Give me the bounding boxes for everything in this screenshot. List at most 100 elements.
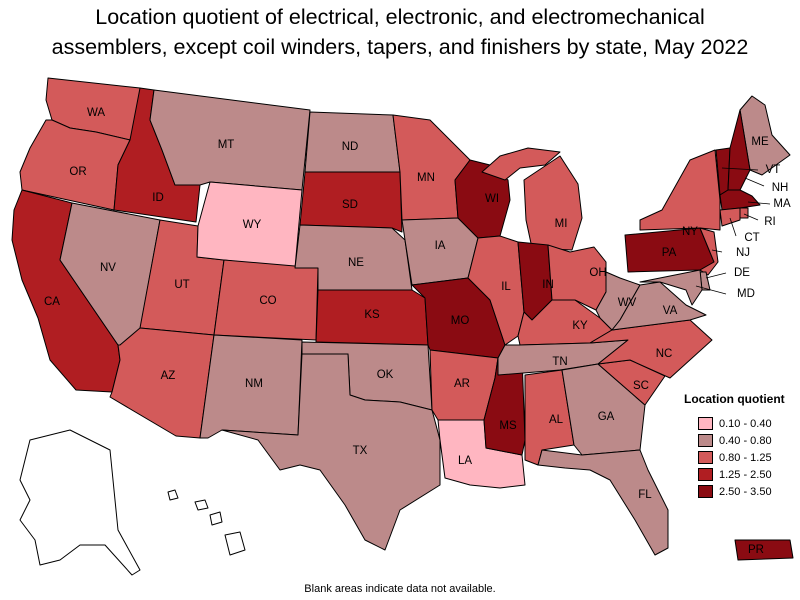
state-ri	[739, 207, 749, 219]
legend-title: Location quotient	[684, 392, 785, 406]
state-ak	[19, 429, 141, 576]
legend-item: 2.50 - 3.50	[684, 483, 799, 500]
legend-item: 1.25 - 2.50	[684, 466, 799, 483]
legend-swatch	[698, 434, 713, 447]
state-label-ca: CA	[44, 296, 60, 308]
legend-label: 0.40 - 0.80	[719, 434, 772, 447]
state-label-ne: NE	[348, 257, 364, 269]
state-ny	[639, 149, 721, 231]
state-labels: WA OR CA ID NV UT AZ MT WY CO NM ND SD NE KS OK TX MN IA MO…	[44, 107, 791, 556]
state-label-ct: CT	[744, 232, 759, 244]
state-label-de: DE	[734, 267, 750, 279]
leader-line-ct	[729, 217, 737, 237]
leader-line-nh	[744, 177, 765, 187]
state-label-sc: SC	[633, 380, 649, 392]
state-label-vt: VT	[766, 164, 781, 176]
legend-item: 0.80 - 1.25	[684, 449, 799, 466]
state-label-wa: WA	[87, 107, 105, 119]
state-label-tn: TN	[552, 356, 567, 368]
state-hi	[167, 489, 179, 501]
state-label-co: CO	[259, 295, 276, 307]
state-label-wv: WV	[618, 297, 637, 309]
state-label-wi: WI	[485, 193, 499, 205]
state-label-pr: PR	[748, 544, 764, 556]
title-line-1: Location quotient of electrical, electro…	[95, 5, 705, 29]
leader-line-ri	[743, 213, 759, 221]
state-label-nc: NC	[656, 348, 673, 360]
state-label-ar: AR	[454, 378, 470, 390]
state-ms	[483, 354, 526, 456]
state-label-nj: NJ	[736, 247, 750, 259]
state-label-wy: WY	[243, 219, 262, 231]
legend-rows: 0.10 - 0.40 0.40 - 0.80 0.80 - 1.25 1.25 - …	[684, 415, 799, 500]
state-ma	[719, 189, 761, 211]
legend-swatch	[698, 451, 713, 464]
state-label-mn: MN	[417, 172, 435, 184]
state-label-ga: GA	[598, 411, 615, 423]
state-label-nd: ND	[342, 141, 359, 153]
state-mi	[523, 155, 583, 251]
state-label-me: ME	[751, 136, 769, 148]
legend-label: 2.50 - 3.50	[719, 485, 772, 498]
state-mi	[481, 147, 561, 181]
leader-line-de	[705, 272, 727, 279]
leader-line-nj	[711, 249, 723, 253]
state-label-ky: KY	[572, 320, 588, 332]
state-label-tx: TX	[353, 445, 368, 457]
state-label-nv: NV	[100, 262, 116, 274]
state-hi	[224, 531, 246, 556]
state-label-nm: NM	[245, 378, 263, 390]
state-hi	[194, 499, 209, 511]
state-label-ms: MS	[499, 420, 517, 432]
state-label-oh: OH	[589, 267, 606, 279]
state-label-pa: PA	[662, 247, 677, 259]
legend-label: 0.80 - 1.25	[719, 451, 772, 464]
state-label-md: MD	[737, 288, 755, 300]
state-ct	[719, 207, 741, 227]
state-label-ks: KS	[364, 309, 380, 321]
state-label-id: ID	[152, 192, 164, 204]
title-line-2: assemblers, except coil winders, tapers,…	[51, 35, 749, 59]
state-tx	[221, 353, 441, 551]
state-pr	[734, 539, 794, 561]
state-label-mo: MO	[451, 315, 470, 327]
legend-swatch	[698, 417, 713, 430]
state-label-mi: MI	[555, 218, 568, 230]
state-label-ma: MA	[773, 198, 791, 210]
state-label-or: OR	[69, 166, 86, 178]
state-label-va: VA	[663, 305, 678, 317]
legend-item: 0.10 - 0.40	[684, 415, 799, 432]
state-label-ri: RI	[764, 216, 776, 228]
state-shapes	[11, 77, 794, 576]
footnote: Blank areas indicate data not available.	[304, 583, 496, 595]
state-label-la: LA	[458, 455, 472, 467]
state-nj	[699, 227, 719, 276]
state-label-in: IN	[542, 279, 554, 291]
legend-item: 0.40 - 0.80	[684, 432, 799, 449]
legend: Location quotient 0.10 - 0.40 0.40 - 0.80…	[684, 392, 799, 500]
state-wi	[454, 159, 511, 239]
state-label-al: AL	[549, 414, 564, 426]
state-label-ny: NY	[682, 226, 698, 238]
state-label-fl: FL	[638, 489, 652, 501]
state-label-il: IL	[501, 281, 511, 293]
state-mt	[149, 89, 311, 191]
state-va	[611, 281, 707, 331]
state-label-mt: MT	[218, 139, 235, 151]
state-sd	[299, 171, 403, 233]
leader-line-vt	[721, 167, 759, 171]
state-hi	[209, 511, 223, 526]
state-label-ia: IA	[435, 240, 446, 252]
legend-label: 1.25 - 2.50	[719, 468, 772, 481]
state-fl	[537, 449, 669, 556]
state-az	[109, 327, 215, 439]
state-label-az: AZ	[161, 370, 176, 382]
state-label-ok: OK	[377, 369, 394, 381]
leader-line-ma	[747, 201, 771, 205]
state-label-ut: UT	[174, 279, 189, 291]
leader-line-md	[695, 285, 727, 295]
legend-swatch	[698, 468, 713, 481]
state-label-nh: NH	[772, 182, 789, 194]
map-title: Location quotient of electrical, electro…	[0, 2, 800, 62]
